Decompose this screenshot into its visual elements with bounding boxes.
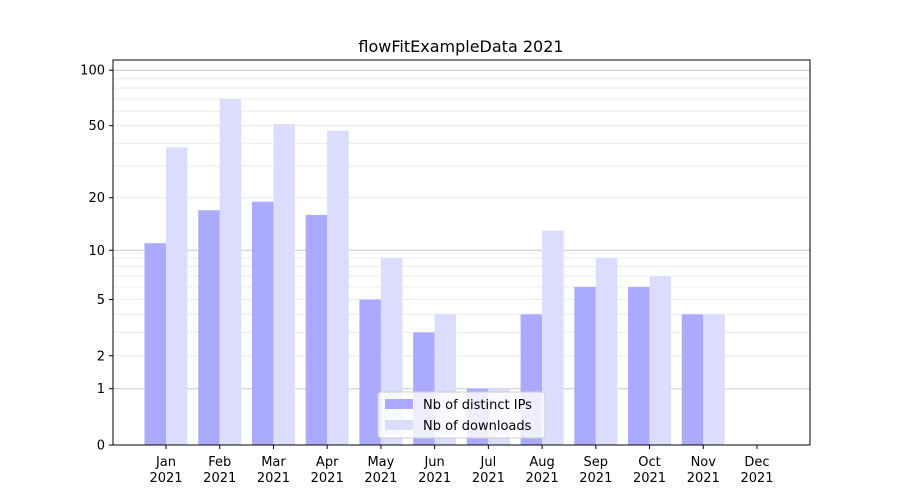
x-tick-label: May 2021 (364, 455, 397, 486)
bar-distinct-ips (251, 201, 274, 445)
legend-swatch (385, 420, 413, 430)
bar-downloads (327, 130, 349, 445)
y-tick-label: 100 (80, 64, 105, 79)
bar-downloads (219, 98, 242, 445)
x-tick-label: Feb 2021 (203, 455, 236, 486)
x-tick-label: Dec 2021 (740, 455, 773, 486)
bar-distinct-ips (144, 243, 166, 445)
bar-downloads (166, 147, 188, 445)
x-tick-label: Jan 2021 (149, 455, 182, 486)
y-tick-label: 0 (97, 439, 105, 454)
y-tick-label: 5 (97, 293, 105, 308)
bar-downloads (649, 276, 672, 445)
y-tick-label: 10 (88, 244, 105, 259)
legend-box (377, 391, 546, 439)
legend: Nb of distinct IPs Nb of downloads (377, 391, 546, 439)
bar-distinct-ips (198, 210, 220, 445)
y-tick-label: 1 (97, 382, 105, 397)
chart-title: flowFitExampleData 2021 (358, 37, 563, 56)
bar-downloads (542, 230, 564, 445)
bar-distinct-ips (628, 286, 650, 445)
bar-downloads (703, 314, 725, 445)
bar-distinct-ips (305, 214, 328, 445)
x-tick-label: Mar 2021 (257, 455, 290, 486)
bar-downloads (595, 258, 618, 445)
x-tick-label: Apr 2021 (311, 455, 344, 486)
y-tick-label: 20 (88, 191, 105, 206)
y-tick-label: 50 (88, 119, 105, 134)
x-tick-label: Jul 2021 (472, 455, 505, 486)
legend-swatch (385, 399, 413, 409)
bar-distinct-ips (681, 314, 704, 445)
bar-distinct-ips (574, 286, 596, 445)
y-tick-label: 2 (97, 349, 105, 364)
plot-frame (112, 59, 811, 446)
legend-label: Nb of distinct IPs (423, 398, 532, 413)
x-tick-label: Nov 2021 (687, 455, 720, 486)
x-tick-label: Oct 2021 (633, 455, 666, 486)
x-tick-label: Aug 2021 (526, 455, 559, 486)
bar-distinct-ips (359, 299, 381, 445)
x-tick-label: Sep 2021 (579, 455, 612, 486)
bar-downloads (273, 124, 295, 446)
x-tick-label: Jun 2021 (418, 455, 451, 486)
legend-label: Nb of downloads (423, 419, 532, 434)
